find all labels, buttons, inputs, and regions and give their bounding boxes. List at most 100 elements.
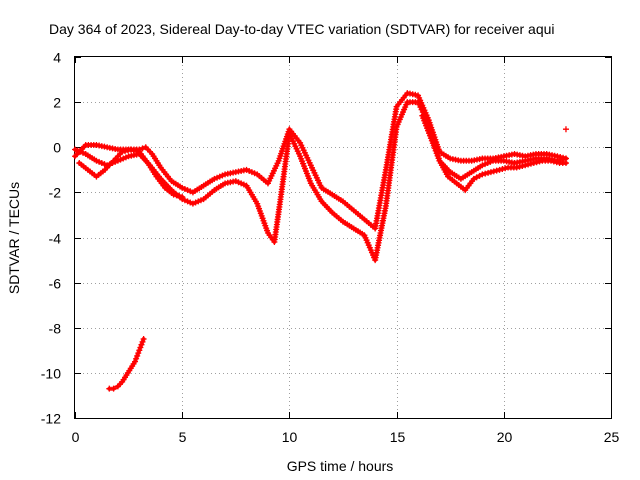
x-axis-label: GPS time / hours (287, 458, 394, 474)
data-point (487, 169, 494, 176)
data-point-interp (484, 160, 491, 167)
data-point-interp (139, 338, 146, 345)
y-tick-label: -6 (49, 276, 62, 292)
data-point-interp (184, 187, 191, 194)
data-point (232, 178, 239, 185)
y-tick-label: -10 (41, 366, 61, 382)
data-point-interp (525, 161, 532, 168)
data-point-interp (502, 165, 509, 172)
data-point-interp (135, 350, 142, 357)
data-point (179, 184, 186, 191)
series-track-e (106, 336, 147, 392)
data-point (547, 157, 554, 164)
y-tick-label: -12 (41, 411, 61, 427)
marks-layer (72, 90, 569, 392)
data-point-interp (197, 197, 204, 204)
data-point (496, 166, 503, 173)
data-point (513, 164, 520, 171)
data-point-interp (138, 341, 145, 348)
data-point-interp (137, 344, 144, 351)
data-point-interp (133, 148, 140, 155)
data-point-interp (499, 166, 506, 173)
data-point-interp (96, 158, 103, 165)
data-point-interp (238, 180, 245, 187)
y-tick-label: -8 (49, 321, 62, 337)
data-point-interp (77, 148, 84, 155)
chart-title: Day 364 of 2023, Sidereal Day-to-day VTE… (49, 21, 555, 37)
data-point-interp (176, 193, 183, 200)
data-point (132, 358, 139, 365)
data-point (119, 148, 126, 155)
data-point-interp (184, 198, 191, 205)
data-point (140, 336, 147, 343)
data-point-interp (98, 160, 105, 167)
data-point-interp (246, 167, 253, 174)
data-point (127, 146, 134, 153)
data-point-interp (235, 179, 242, 186)
data-point-interp (214, 174, 221, 181)
data-point-interp (122, 148, 129, 155)
data-point (110, 385, 117, 392)
data-point-interp (101, 161, 108, 168)
data-point-interp (124, 147, 131, 154)
x-tick-label: 25 (604, 429, 620, 445)
data-point-interp (527, 160, 534, 167)
series-track-d (419, 112, 569, 194)
x-tick-label: 5 (179, 429, 187, 445)
data-point-interp (80, 149, 87, 156)
x-tick-label: 20 (497, 429, 513, 445)
data-point-interp (248, 169, 255, 176)
data-point-interp (117, 156, 124, 163)
data-point-interp (133, 355, 140, 362)
data-point-interp (482, 161, 489, 168)
data-point (530, 160, 537, 167)
data-point-interp (139, 145, 146, 152)
y-tick-label: 0 (53, 140, 61, 156)
series-isolated (562, 126, 569, 133)
data-point-interp (120, 155, 127, 162)
data-point (562, 126, 569, 133)
x-tick-label: 10 (282, 429, 298, 445)
x-tick-label: 0 (72, 429, 80, 445)
y-tick-label: 4 (53, 50, 61, 66)
grid-layer (75, 57, 611, 418)
data-point (179, 193, 186, 200)
data-point-interp (251, 170, 258, 177)
plot-frame (74, 56, 612, 419)
x-tick-label: 15 (390, 429, 406, 445)
data-point-interp (130, 147, 137, 154)
data-point-interp (490, 168, 497, 175)
y-tick-label: -4 (49, 231, 62, 247)
data-point-interp (134, 352, 141, 359)
data-point-interp (216, 173, 223, 180)
data-point-interp (187, 199, 194, 206)
data-point-interp (240, 181, 247, 188)
data-point-interp (485, 169, 492, 176)
data-point-interp (181, 185, 188, 192)
data-point (562, 160, 569, 167)
data-point-interp (533, 159, 540, 166)
series-track-c (76, 146, 186, 200)
data-point-interp (482, 170, 489, 177)
data-point (93, 157, 100, 164)
data-point (170, 191, 177, 198)
y-tick-label: -2 (49, 185, 62, 201)
data-point-interp (74, 147, 81, 154)
data-point (479, 162, 486, 169)
data-point-interp (553, 159, 560, 166)
data-point-interp (219, 172, 226, 179)
data-point-interp (550, 158, 557, 165)
data-point-interp (195, 198, 202, 205)
data-point-interp (173, 192, 180, 199)
data-point-interp (181, 197, 188, 204)
data-point-interp (122, 154, 129, 161)
data-point-interp (487, 158, 494, 165)
data-point (136, 347, 143, 354)
data-point (72, 146, 78, 153)
tick-layer: 0 5 10 15 20 25 -12 -10 -8 -6 -4 -2 0 2 4 (41, 50, 620, 446)
data-point (243, 166, 250, 173)
data-point (479, 171, 486, 178)
data-point-interp (192, 199, 199, 206)
data-point (211, 175, 218, 182)
